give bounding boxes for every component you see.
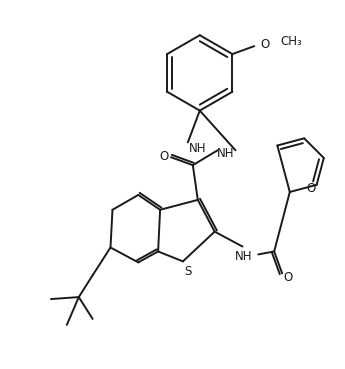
Text: CH₃: CH₃ (280, 35, 302, 48)
Text: O: O (260, 38, 269, 51)
Text: NH: NH (235, 250, 252, 263)
Text: O: O (284, 271, 293, 284)
Text: O: O (306, 182, 316, 195)
Text: S: S (184, 265, 191, 278)
Text: NH: NH (189, 142, 207, 155)
Text: NH: NH (217, 147, 234, 160)
Text: O: O (159, 150, 169, 163)
